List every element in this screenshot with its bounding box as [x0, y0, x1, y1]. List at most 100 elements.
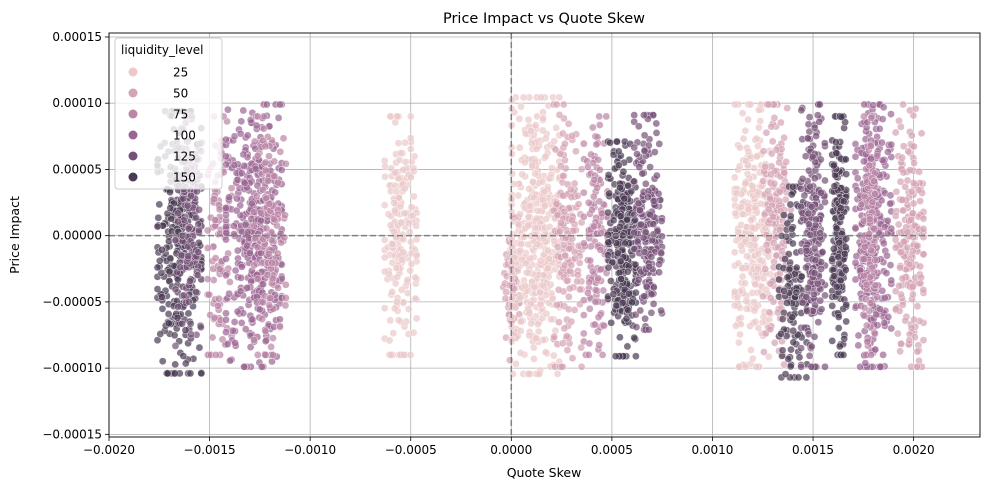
data-point — [528, 161, 537, 170]
data-point — [731, 173, 739, 182]
data-point — [548, 294, 557, 303]
data-point — [406, 112, 415, 121]
data-point — [623, 342, 632, 351]
data-point — [766, 279, 775, 288]
data-point — [630, 143, 639, 152]
data-point — [836, 342, 844, 351]
data-point — [837, 213, 846, 221]
data-point — [815, 118, 824, 126]
data-point — [832, 149, 841, 157]
data-point — [243, 241, 251, 250]
data-point — [797, 106, 806, 115]
data-point — [265, 301, 274, 310]
data-point — [748, 224, 757, 232]
data-point — [385, 336, 394, 345]
data-point — [806, 230, 814, 239]
data-point — [388, 288, 397, 296]
data-point — [649, 220, 658, 228]
data-point — [868, 198, 877, 206]
data-point — [798, 298, 807, 307]
data-point — [854, 341, 863, 350]
data-point — [618, 298, 627, 307]
data-point — [751, 317, 760, 326]
data-point — [734, 259, 743, 268]
data-point — [767, 170, 775, 179]
data-point — [559, 172, 567, 180]
data-point — [409, 164, 418, 173]
data-point — [655, 260, 663, 269]
data-point — [878, 286, 887, 295]
data-point — [867, 351, 875, 359]
data-point — [524, 221, 532, 230]
data-point — [532, 334, 540, 343]
data-point — [759, 177, 768, 185]
data-point — [765, 308, 774, 317]
data-point — [561, 139, 569, 148]
data-point — [919, 250, 928, 259]
data-point — [559, 100, 568, 109]
data-point — [174, 217, 182, 226]
legend: liquidity_level 25 50 75 100 125 150 — [114, 37, 223, 190]
data-point — [502, 288, 511, 297]
data-point — [789, 182, 797, 191]
data-point — [407, 203, 416, 211]
data-point — [203, 226, 212, 235]
x-axis-label: Quote Skew — [507, 465, 582, 480]
data-point — [806, 182, 814, 191]
data-point — [274, 284, 282, 292]
data-point — [817, 305, 826, 314]
data-point — [860, 303, 869, 312]
data-point — [259, 124, 268, 133]
data-point — [783, 299, 791, 307]
data-point — [153, 336, 162, 345]
data-point — [265, 199, 274, 208]
data-point — [597, 265, 605, 274]
data-point — [873, 151, 882, 160]
data-point — [401, 158, 410, 166]
data-point — [640, 147, 649, 155]
data-point — [275, 100, 284, 109]
data-point — [736, 143, 744, 152]
data-point — [853, 174, 862, 183]
data-point — [731, 301, 739, 310]
data-point — [541, 201, 549, 210]
data-point — [736, 330, 744, 339]
data-point — [574, 200, 583, 208]
data-point — [617, 257, 625, 266]
data-point — [604, 251, 612, 259]
data-point — [795, 353, 804, 362]
data-point — [914, 186, 923, 194]
data-point — [916, 197, 924, 205]
data-point — [866, 142, 875, 150]
data-point — [179, 352, 188, 360]
data-point — [525, 308, 534, 317]
data-point — [814, 318, 823, 327]
data-point — [828, 302, 837, 310]
data-point — [512, 360, 520, 368]
data-point — [210, 313, 219, 322]
data-point — [876, 305, 885, 314]
data-point — [197, 369, 206, 378]
data-point — [211, 351, 220, 359]
data-point — [751, 203, 760, 212]
data-point — [179, 194, 188, 203]
data-point — [580, 311, 588, 319]
data-point — [533, 240, 542, 249]
data-point — [589, 267, 597, 276]
data-point — [197, 323, 205, 332]
data-point — [400, 209, 409, 218]
data-point — [559, 191, 567, 200]
data-point — [652, 119, 661, 128]
data-point — [556, 227, 564, 236]
data-point — [222, 135, 230, 144]
data-point — [871, 329, 879, 338]
data-point — [894, 329, 902, 338]
data-point — [166, 188, 174, 196]
data-point — [166, 204, 175, 212]
data-point — [233, 194, 241, 203]
data-point — [908, 131, 916, 140]
data-point — [170, 369, 179, 378]
data-point — [653, 171, 661, 180]
data-point — [786, 362, 795, 371]
data-point — [860, 112, 868, 121]
